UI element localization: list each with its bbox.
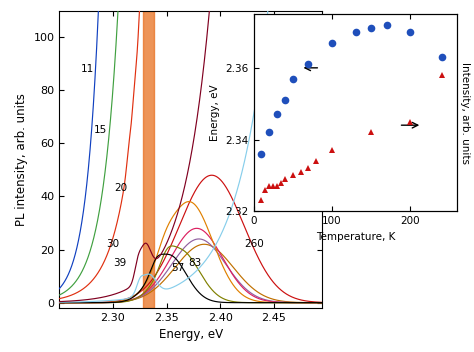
Y-axis label: Intensity, arb. units: Intensity, arb. units xyxy=(460,62,470,164)
Text: 39: 39 xyxy=(113,258,126,268)
Y-axis label: Energy, eV: Energy, eV xyxy=(210,84,220,141)
Text: 260: 260 xyxy=(244,239,264,249)
Text: 15: 15 xyxy=(93,125,107,135)
Bar xyxy=(143,11,154,308)
Text: 57: 57 xyxy=(171,263,184,273)
X-axis label: Energy, eV: Energy, eV xyxy=(159,328,223,341)
Text: 83: 83 xyxy=(188,258,201,268)
Text: 11: 11 xyxy=(81,64,94,74)
X-axis label: Temperature, K: Temperature, K xyxy=(316,232,395,241)
Text: 20: 20 xyxy=(114,183,127,193)
Y-axis label: PL intensity, arb. units: PL intensity, arb. units xyxy=(15,93,28,226)
Text: 30: 30 xyxy=(107,239,119,249)
